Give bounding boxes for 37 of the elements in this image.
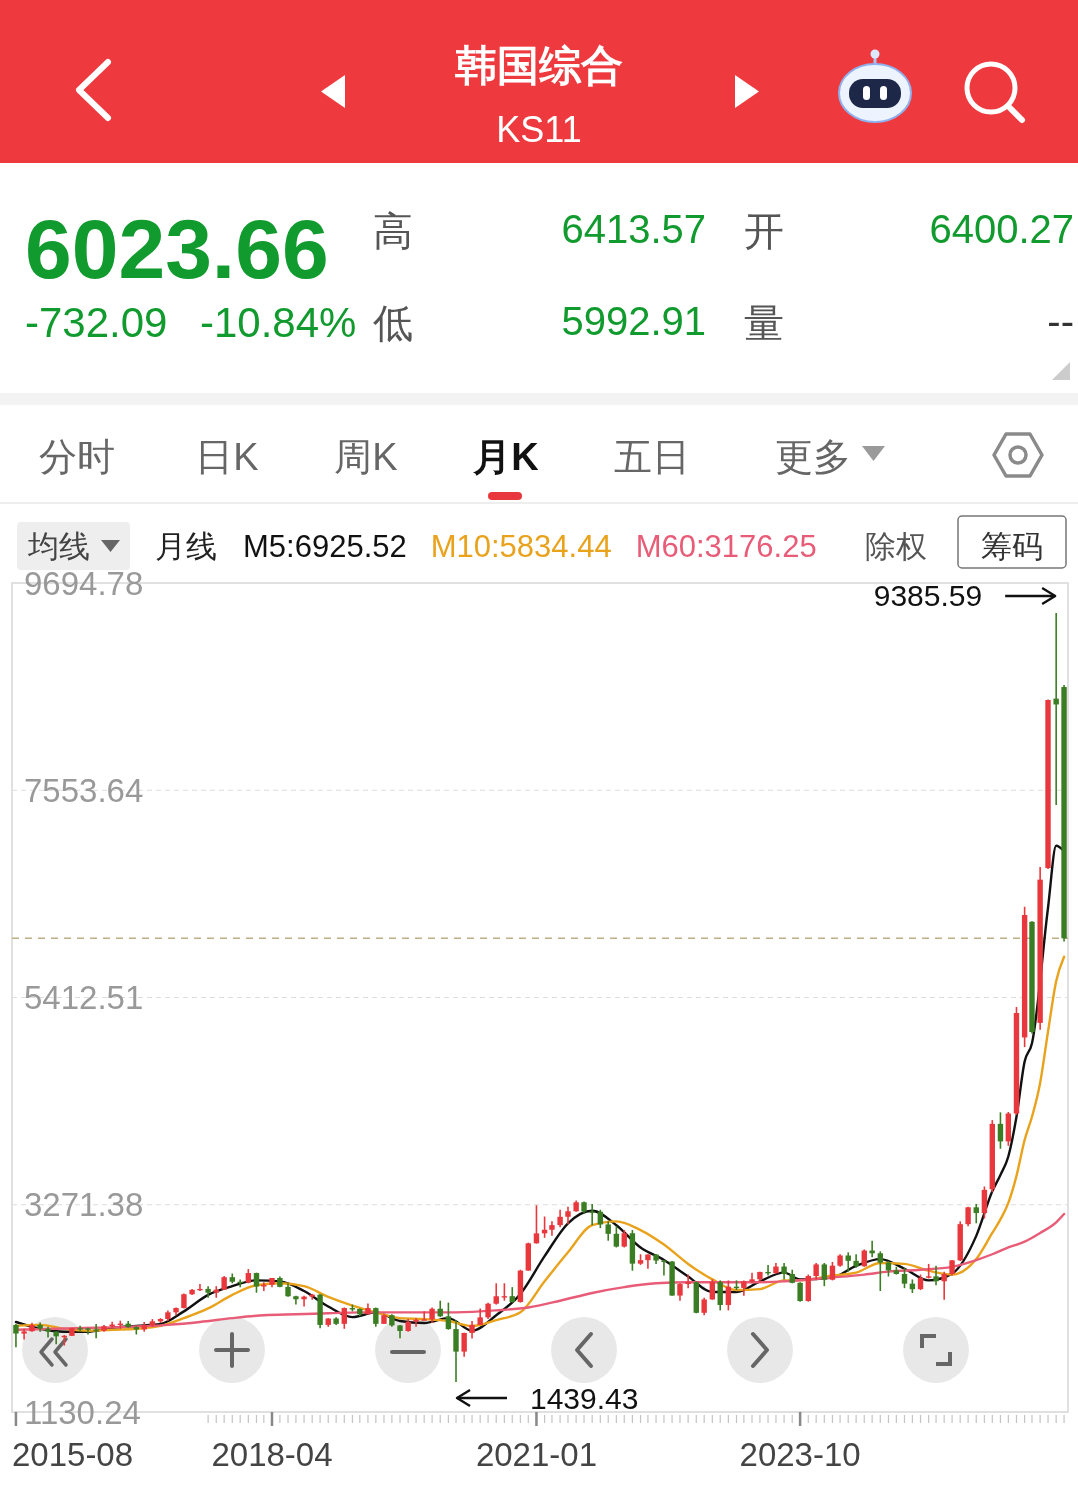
- text: 6400.27: [929, 207, 1074, 251]
- text: 日K: [195, 436, 259, 478]
- x-tick-label: 2018-04: [211, 1436, 333, 1473]
- annotation: 1439.43: [530, 1381, 639, 1415]
- text: 分时: [39, 436, 115, 478]
- text: 除权: [865, 529, 927, 564]
- text: 更多: [775, 436, 851, 478]
- y-tick-label: 9694.78: [24, 564, 144, 602]
- x-tick-label: 2015-08: [11, 1436, 134, 1473]
- text: 五日: [614, 436, 690, 478]
- annotation: 9385.59: [873, 579, 983, 613]
- text: M60:3176.25: [635, 529, 817, 564]
- y-tick-label: 5412.51: [24, 979, 144, 1017]
- text: 低: [373, 301, 413, 345]
- text: M10:5834.44: [430, 529, 612, 564]
- text: 筹码: [981, 529, 1043, 564]
- text: --: [1047, 299, 1074, 343]
- text: 周K: [334, 436, 398, 478]
- text: 均线: [27, 529, 90, 564]
- text: M5:6925.52: [243, 529, 407, 564]
- y-tick-label: 1130.24: [24, 1393, 141, 1431]
- text: 量: [744, 301, 784, 345]
- chart-title: 韩国综合: [454, 42, 623, 89]
- x-tick-label: 2021-01: [475, 1436, 598, 1473]
- chart-subtitle: KS11: [496, 109, 582, 150]
- y-tick-label: 7553.64: [24, 771, 144, 809]
- y-tick-label: 3271.38: [24, 1186, 144, 1224]
- text: -10.84%: [200, 299, 357, 346]
- text: -732.09: [25, 299, 168, 346]
- text: 开: [744, 209, 784, 253]
- x-tick-label: 2023-10: [739, 1436, 861, 1473]
- text: 高: [373, 209, 413, 253]
- text: 月线: [155, 529, 217, 564]
- text: 6413.57: [561, 207, 706, 251]
- text: 5992.91: [561, 299, 706, 343]
- text: 月K: [472, 436, 540, 478]
- text: 6023.66: [25, 202, 329, 296]
